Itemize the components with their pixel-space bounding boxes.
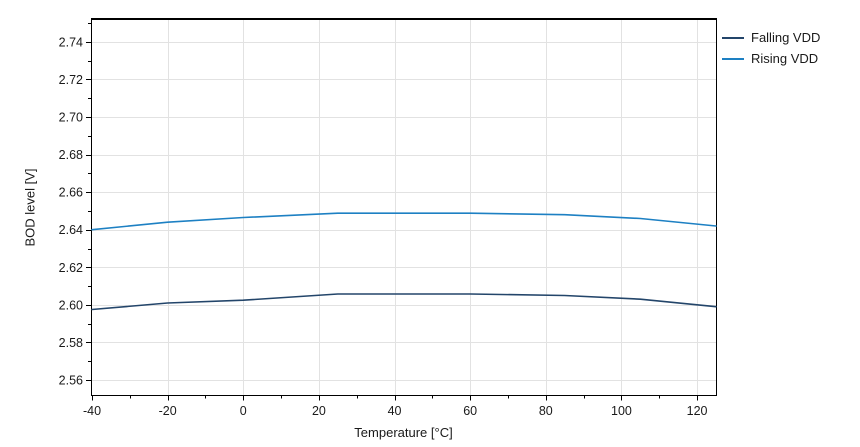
legend-label-rising-vdd: Rising VDD bbox=[751, 51, 819, 66]
y-tick-label: 2.62 bbox=[59, 261, 83, 275]
y-tick-label: 2.74 bbox=[59, 35, 83, 49]
y-tick-label: 2.56 bbox=[59, 373, 83, 387]
x-tick-label: 120 bbox=[687, 404, 708, 418]
x-axis-title: Temperature [°C] bbox=[354, 425, 453, 440]
y-tick-label: 2.68 bbox=[59, 148, 83, 162]
legend: Falling VDD Rising VDD bbox=[722, 27, 820, 69]
y-axis-title: BOD level [V] bbox=[22, 168, 38, 247]
rising-vdd-line-swatch bbox=[722, 57, 744, 60]
y-tick-label: 2.60 bbox=[59, 298, 83, 312]
x-tick-label: 0 bbox=[240, 404, 247, 418]
x-tick-label: 100 bbox=[611, 404, 632, 418]
series-line-falling-vdd bbox=[91, 293, 717, 311]
legend-item-falling-vdd: Falling VDD bbox=[722, 27, 820, 48]
series-line-rising-vdd bbox=[91, 212, 717, 231]
falling-vdd-line-swatch bbox=[722, 36, 744, 39]
x-tick-label: 60 bbox=[463, 404, 477, 418]
x-tick-label: 40 bbox=[388, 404, 402, 418]
y-tick-label: 2.58 bbox=[59, 336, 83, 350]
x-tick-label: -20 bbox=[159, 404, 177, 418]
legend-label-falling-vdd: Falling VDD bbox=[751, 30, 821, 45]
x-tick-label: 80 bbox=[539, 404, 553, 418]
legend-item-rising-vdd: Rising VDD bbox=[722, 48, 820, 69]
x-tick-label: -40 bbox=[83, 404, 101, 418]
x-tick-label: 20 bbox=[312, 404, 326, 418]
y-tick-label: 2.66 bbox=[59, 186, 83, 200]
y-tick-label: 2.72 bbox=[59, 73, 83, 87]
y-tick-label: 2.70 bbox=[59, 111, 83, 125]
y-tick-label: 2.64 bbox=[59, 223, 83, 237]
